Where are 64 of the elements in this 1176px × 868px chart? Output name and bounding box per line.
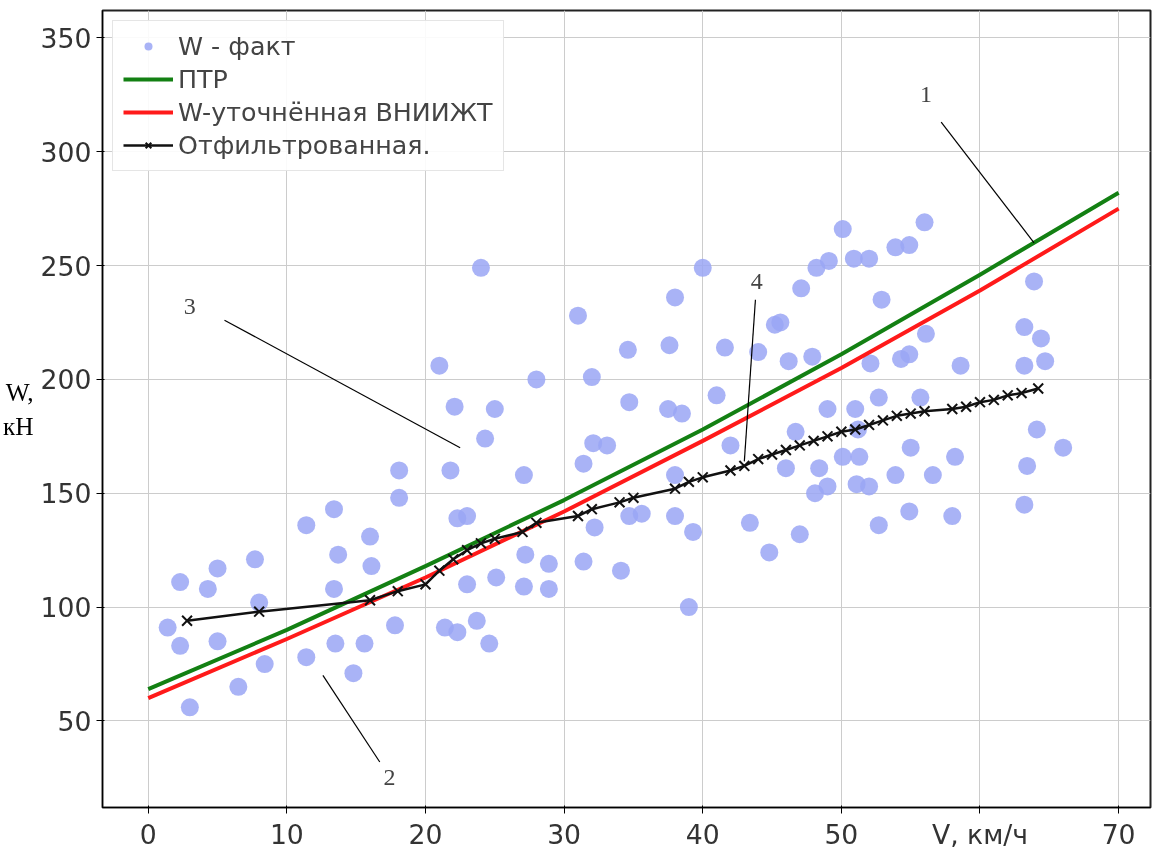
x-tick-label: 20 — [408, 818, 443, 850]
x-tick-label: 40 — [685, 818, 720, 850]
point — [181, 614, 194, 627]
point — [682, 475, 695, 488]
point — [391, 585, 404, 598]
point — [1032, 382, 1045, 395]
point — [461, 544, 474, 557]
point — [946, 403, 959, 415]
point — [488, 532, 501, 545]
point — [447, 553, 460, 566]
annotation: 2 — [383, 764, 396, 791]
y-tick-label: 100 — [40, 592, 92, 624]
point — [433, 564, 446, 577]
point — [627, 491, 640, 504]
x-tick-label: 50 — [824, 818, 859, 850]
annotation: 4 — [750, 267, 763, 294]
legend-label: W - факт — [178, 31, 296, 61]
point — [807, 434, 820, 447]
legend-label: Отфильтрованная. — [178, 130, 431, 160]
y-tick-label: 150 — [40, 478, 92, 510]
point — [877, 414, 889, 427]
y-tick-label: 250 — [40, 250, 92, 282]
legend-label: ПТР — [178, 64, 228, 94]
point — [904, 407, 917, 420]
y-axis-title: W, кН — [3, 378, 34, 440]
y-tick-label: 300 — [40, 136, 92, 168]
point — [779, 444, 792, 456]
point — [1015, 387, 1028, 400]
point — [613, 496, 626, 509]
point — [738, 459, 751, 472]
point — [974, 396, 986, 409]
x-tick-label: 10 — [269, 818, 304, 850]
y-tick-label: 200 — [40, 364, 92, 396]
x-tick-label: 30 — [547, 818, 582, 850]
annotation: 3 — [183, 293, 196, 320]
point — [669, 482, 681, 495]
point — [835, 425, 848, 438]
point — [1001, 389, 1014, 402]
point — [419, 578, 432, 591]
point — [530, 516, 543, 529]
point — [793, 439, 806, 452]
legend-label: W-уточнённая ВНИИЖТ — [178, 97, 493, 127]
point — [474, 537, 487, 550]
point — [696, 471, 709, 484]
x-tick-label: 70 — [1101, 818, 1136, 850]
point — [752, 453, 765, 466]
annotation: 1 — [919, 81, 932, 108]
point — [863, 418, 876, 431]
point — [890, 409, 903, 422]
point — [766, 448, 779, 461]
point — [960, 400, 973, 413]
x-tick-label: 0 — [139, 818, 157, 850]
point — [821, 430, 834, 443]
point — [724, 464, 737, 477]
point — [516, 526, 529, 538]
y-tick-label: 350 — [40, 22, 92, 54]
point — [253, 605, 266, 618]
x-axis-title: V, км/ч — [931, 818, 1029, 850]
point — [364, 594, 376, 607]
point — [987, 393, 1000, 406]
point — [918, 405, 931, 418]
point — [572, 510, 584, 522]
point — [585, 503, 598, 516]
y-tick-label: 50 — [57, 705, 92, 737]
